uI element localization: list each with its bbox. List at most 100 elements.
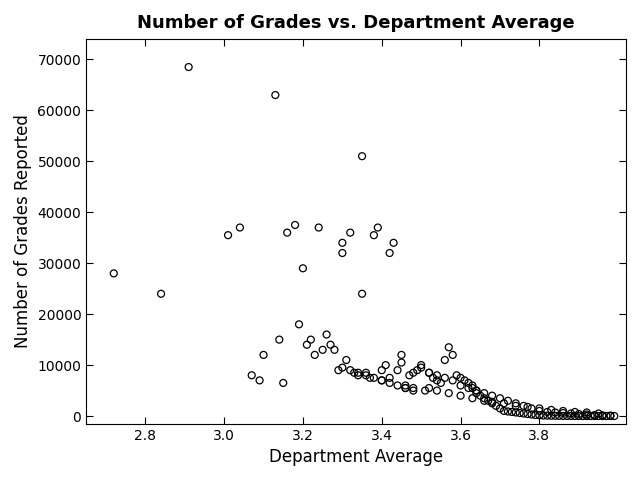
Point [463,379,474,387]
Point [298,264,308,272]
Point [372,224,383,231]
Point [377,366,387,374]
Point [495,405,505,412]
Point [408,384,419,392]
Point [361,372,371,379]
Point [424,369,434,377]
Point [609,412,620,420]
Point [400,382,410,389]
Point [522,403,532,411]
Point [432,372,442,379]
Point [325,341,335,348]
Point [404,372,415,379]
Point [503,408,513,415]
Point [385,379,395,387]
Point [570,412,580,420]
Point [290,221,300,229]
Point [270,91,280,99]
Point [440,356,450,364]
Point [223,231,233,239]
Point [534,411,545,419]
Point [597,411,607,419]
Point [416,361,426,369]
Point [602,412,612,420]
Point [542,412,552,420]
Point [499,399,509,407]
Point [456,374,466,382]
Point [558,412,568,420]
Point [582,411,592,419]
Point [479,397,490,405]
Point [317,346,328,354]
Point [511,402,521,410]
Point [550,408,560,416]
Point [416,364,426,372]
Point [467,395,477,402]
Point [452,372,462,379]
Point [534,405,545,412]
Point [377,376,387,384]
Point [428,374,438,382]
Point [282,229,292,237]
Point [424,369,434,377]
Point [531,411,541,419]
Point [471,387,481,395]
Point [503,397,513,405]
Point [408,387,419,395]
Point [570,408,580,416]
Point [436,379,446,387]
Point [357,290,367,298]
Point [546,406,556,414]
Point [353,369,364,377]
Point [392,382,403,389]
Y-axis label: Number of Grades Reported: Number of Grades Reported [14,114,32,348]
Point [341,356,351,364]
Point [235,224,245,231]
Point [396,351,406,359]
Point [337,249,348,257]
Point [306,336,316,344]
Point [408,369,419,377]
Point [550,412,560,420]
Point [392,366,403,374]
Point [566,409,576,417]
Point [440,374,450,382]
Point [337,239,348,247]
Point [546,412,556,420]
Point [310,351,320,359]
Point [353,372,364,379]
Point [479,389,490,397]
Point [573,412,584,420]
Point [471,387,481,395]
Point [527,411,537,419]
Point [562,412,572,420]
Point [582,408,592,416]
Point [566,412,576,420]
Point [361,369,371,377]
Point [447,351,458,359]
Point [278,379,289,387]
Point [554,412,564,420]
Point [578,412,588,420]
Point [302,341,312,348]
Point [456,382,466,389]
Point [377,376,387,384]
Point [605,412,616,420]
Point [321,331,332,338]
Title: Number of Grades vs. Department Average: Number of Grades vs. Department Average [138,14,575,32]
Point [109,270,119,277]
Point [424,384,434,392]
Point [483,397,493,405]
Point [381,361,391,369]
Point [345,366,355,374]
Point [388,239,399,247]
Point [558,409,568,417]
Point [534,407,545,415]
Point [593,412,604,420]
Point [274,336,284,344]
Point [475,392,485,399]
Point [491,402,501,410]
Point [385,249,395,257]
Point [467,384,477,392]
Point [400,384,410,392]
